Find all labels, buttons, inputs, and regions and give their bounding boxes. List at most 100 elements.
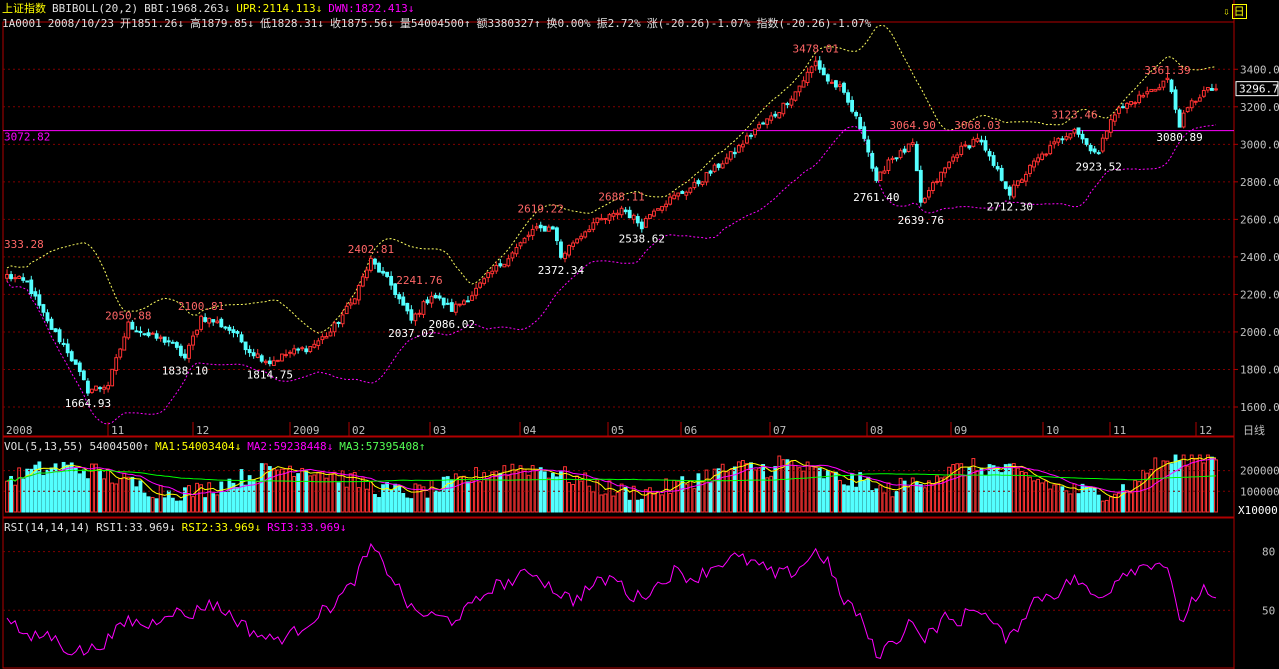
candle	[304, 345, 309, 355]
candle-body	[842, 82, 846, 93]
volume-bar	[393, 483, 398, 513]
volume-bar	[280, 468, 284, 513]
rsi-panel-frame	[2, 517, 1235, 669]
candle-body	[271, 360, 276, 366]
rsi-indicator-name[interactable]: RSI(14,14,14)	[4, 521, 91, 534]
candle	[559, 239, 563, 260]
candle-body	[223, 326, 228, 329]
candle	[377, 261, 381, 273]
candle	[947, 161, 952, 170]
vol-indicator-name[interactable]: VOL(5,13,55)	[4, 440, 84, 453]
candle	[69, 349, 74, 362]
candle-body	[821, 67, 826, 76]
volume-bar	[502, 465, 507, 513]
candle-body	[126, 321, 131, 339]
candle-body	[65, 343, 70, 354]
x-tick-label: 09	[954, 424, 967, 437]
candle-body	[935, 180, 939, 183]
candle-body	[514, 247, 519, 255]
price-tick-label: 3400.0	[1240, 63, 1279, 76]
candle	[813, 56, 818, 71]
candle	[158, 334, 163, 342]
candle	[862, 121, 867, 142]
candle-body	[486, 272, 491, 278]
candle	[757, 121, 761, 131]
candle	[1161, 80, 1166, 91]
volume-bar	[991, 465, 996, 513]
candle	[850, 96, 854, 114]
volume-bar	[174, 500, 179, 513]
volume-bar	[1181, 454, 1186, 513]
candle	[114, 354, 119, 375]
volume-bar	[720, 463, 725, 513]
candle	[1181, 109, 1186, 129]
indicator-name[interactable]: BBIBOLL(20,2)	[52, 2, 139, 15]
candle-body	[1072, 128, 1077, 134]
candle	[41, 303, 46, 317]
volume-bar	[878, 484, 883, 513]
candle-body	[838, 84, 842, 87]
candle	[348, 297, 353, 309]
volume-bar	[118, 478, 123, 513]
candle-body	[312, 343, 317, 348]
volume-bar	[102, 478, 106, 513]
candle	[1084, 138, 1089, 147]
candle	[271, 356, 276, 366]
volume-bar	[381, 484, 385, 513]
index-name[interactable]: 上证指数	[2, 2, 46, 15]
candle-body	[1060, 138, 1065, 141]
candle	[821, 63, 826, 76]
candle-body	[546, 226, 551, 232]
candle	[126, 320, 131, 340]
candle	[1011, 180, 1016, 200]
candle	[579, 233, 584, 242]
candle	[538, 221, 543, 232]
price-annotation: 3064.90	[890, 119, 936, 132]
candle	[118, 347, 123, 360]
candle	[215, 316, 220, 324]
candle-body	[9, 274, 13, 280]
candle-body	[162, 336, 167, 343]
quote-date: 2008/10/23	[47, 17, 114, 30]
candle	[773, 111, 778, 119]
candle-body	[118, 348, 123, 358]
volume-bar	[466, 481, 470, 513]
period-switch[interactable]: ⇩ 日	[1223, 3, 1249, 19]
candle-body	[526, 234, 531, 238]
volume-bar	[1197, 454, 1202, 513]
upper-band-line	[6, 24, 1217, 334]
candle-body	[639, 221, 644, 230]
lock-icon[interactable]: ⇩	[1223, 5, 1230, 18]
candle	[506, 254, 511, 268]
candle-body	[785, 103, 790, 106]
candle-body	[90, 388, 94, 393]
candle-body	[77, 362, 82, 373]
candle-body	[401, 296, 406, 306]
candle-body	[1129, 101, 1133, 105]
volume-bar	[765, 477, 770, 513]
candle-body	[324, 336, 329, 339]
candle-body	[660, 205, 664, 211]
candle	[955, 152, 960, 162]
candle-body	[619, 207, 624, 216]
candle	[255, 349, 260, 359]
volume-bar	[1214, 459, 1218, 513]
candle	[898, 148, 903, 160]
candle-body	[183, 353, 187, 359]
candle-body	[417, 312, 422, 315]
volume-bar	[1040, 482, 1045, 513]
candle	[94, 385, 98, 392]
candle	[284, 349, 288, 358]
candle-body	[478, 282, 483, 288]
candle-body	[708, 170, 713, 174]
volume-bar	[41, 474, 46, 513]
volume-bar	[9, 475, 13, 513]
candle	[453, 301, 458, 316]
volume-bar	[591, 491, 596, 513]
candle-body	[482, 278, 487, 284]
volume-bar	[971, 458, 976, 513]
volume-bar	[1157, 468, 1162, 513]
candle-body	[215, 320, 220, 324]
